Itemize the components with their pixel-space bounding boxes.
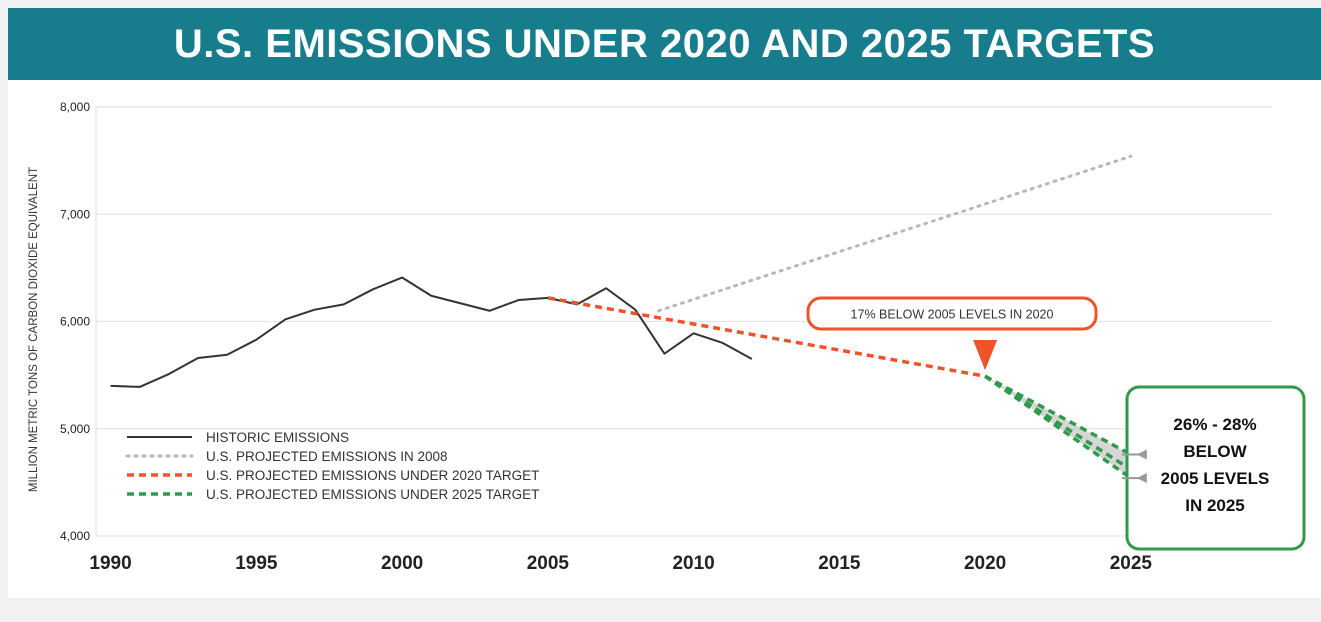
- x-tick-label: 2000: [381, 553, 423, 574]
- legend-label: U.S. PROJECTED EMISSIONS IN 2008: [206, 449, 448, 464]
- target-2025-callout-line: 2005 LEVELS: [1161, 469, 1270, 488]
- x-tick-label: 2010: [672, 553, 714, 574]
- series-line-2: [547, 296, 986, 378]
- title-bar: U.S. EMISSIONS UNDER 2020 AND 2025 TARGE…: [8, 8, 1321, 80]
- y-axis-ticks: 4,000 5,000 6,000 7,000 8,000: [60, 100, 90, 543]
- x-tick-label: 2015: [818, 553, 861, 574]
- series-group: [110, 154, 1133, 480]
- y-tick-label: 7,000: [60, 207, 90, 221]
- y-tick-label: 8,000: [60, 100, 90, 114]
- y-tick-label: 5,000: [60, 422, 90, 436]
- legend: HISTORIC EMISSIONS U.S. PROJECTED EMISSIO…: [125, 430, 539, 502]
- target-2025-callout-line: 26% - 28%: [1173, 415, 1256, 434]
- target-2020-callout-text: 17% BELOW 2005 LEVELS IN 2020: [851, 308, 1054, 322]
- target-2025-callout-box: [1125, 385, 1306, 551]
- target-2025-high-line: [984, 374, 1132, 457]
- legend-label: U.S. PROJECTED EMISSIONS UNDER 2020 TARG…: [206, 468, 539, 483]
- legend-label: U.S. PROJECTED EMISSIONS UNDER 2025 TARG…: [206, 487, 539, 502]
- target-2020-callout-box: [806, 296, 1098, 331]
- y-tick-label: 4,000: [60, 529, 90, 543]
- x-tick-label: 1995: [235, 553, 278, 574]
- x-tick-label: 2020: [964, 553, 1006, 574]
- target-2025-callout-line: IN 2025: [1185, 496, 1245, 515]
- x-tick-label: 2025: [1110, 553, 1153, 574]
- callout-arrow-head: [1136, 473, 1147, 484]
- chart-panel: [8, 8, 1321, 598]
- legend-label: HISTORIC EMISSIONS: [206, 430, 349, 445]
- target-2020-callout-pointer: [973, 340, 998, 371]
- target-2025-callout-line: BELOW: [1183, 442, 1247, 461]
- callout-arrow-head: [1136, 449, 1147, 460]
- x-tick-label: 2005: [527, 553, 570, 574]
- series-line-3: [984, 374, 1132, 471]
- series-line-1: [657, 154, 1133, 313]
- x-tick-label: 1990: [89, 553, 131, 574]
- x-axis-ticks: 1990 1995 2000 2005 2010 2015 2020 2025: [89, 553, 1152, 574]
- y-tick-label: 6,000: [60, 315, 90, 329]
- y-axis-label: MILLION METRIC TONS OF CARBON DIOXIDE EQ…: [28, 167, 40, 492]
- series-line-0: [110, 276, 753, 388]
- callouts: 17% BELOW 2005 LEVELS IN 2020 26% - 28% BE…: [806, 296, 1306, 551]
- chart-title: U.S. EMISSIONS UNDER 2020 AND 2025 TARGE…: [173, 21, 1156, 66]
